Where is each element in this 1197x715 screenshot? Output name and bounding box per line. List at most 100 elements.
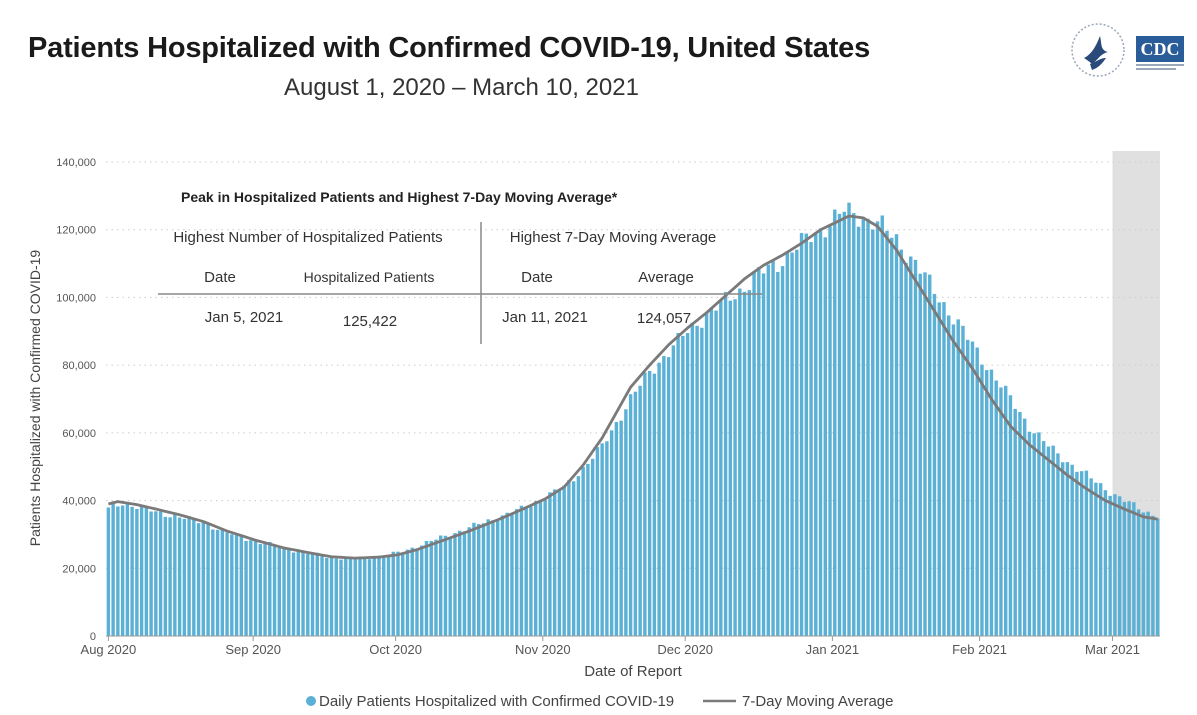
daily-bar [125,503,130,636]
daily-bar [1041,441,1046,636]
daily-bar [415,548,419,636]
daily-bar [1108,495,1112,636]
daily-bar [723,292,728,636]
daily-bar [761,273,766,636]
daily-bar [928,274,932,636]
daily-bar [434,539,438,636]
daily-bar [476,524,481,636]
daily-bar [652,373,657,636]
daily-bar [120,505,125,636]
daily-bar [890,237,894,636]
y-tick-label: 140,000 [56,157,96,169]
legend-bar-label: Daily Patients Hospitalized with Confirm… [319,693,674,710]
y-tick-labels: 0 20,000 40,000 60,000 80,000 100,000 120,000 1… [56,157,96,643]
daily-bar [533,501,538,636]
page-subtitle: August 1, 2020 – March 10, 2021 [284,74,639,101]
daily-bar [439,535,443,636]
daily-bar [586,463,590,636]
daily-bar [420,545,424,636]
daily-bar [581,466,585,636]
daily-bar [880,215,884,636]
daily-bar [1132,502,1136,636]
daily-bar [1065,462,1070,636]
daily-bar [638,385,642,636]
daily-bar [301,551,305,636]
daily-bar [163,516,168,636]
annotation-peak-value: 125,422 [343,313,397,330]
logos: CDC [1071,23,1184,77]
daily-bar [700,327,704,636]
daily-bar [386,555,391,636]
bar-layer [106,202,1160,637]
daily-bar [244,540,248,636]
moving-average-line [108,214,1158,560]
daily-bar [1022,418,1027,636]
daily-bar [1046,446,1051,636]
daily-bar [1013,408,1017,636]
daily-bar [268,541,272,636]
daily-bar [951,324,956,636]
daily-bar [562,485,566,636]
daily-bar [391,551,395,636]
daily-bar [287,549,291,636]
daily-bar [904,262,908,636]
daily-bar [448,537,452,636]
daily-bar [714,310,718,636]
daily-bar [382,556,386,636]
daily-bar [852,213,856,637]
y-tick-label: 40,000 [62,496,96,508]
daily-bar [306,553,310,636]
y-tick-label: 0 [90,631,96,643]
daily-bar [215,529,220,636]
daily-bar [548,492,552,636]
daily-bar [875,221,880,636]
daily-bar [372,558,376,636]
daily-bar [695,325,699,636]
daily-bar [828,226,832,636]
daily-bar [643,372,647,636]
daily-bar [424,540,429,636]
daily-bar [168,517,172,636]
daily-bar [552,489,557,636]
daily-bar [885,230,889,637]
daily-bar [1098,483,1103,636]
daily-bar [211,529,215,636]
daily-bar [1151,515,1155,636]
daily-bar [116,506,120,636]
daily-bar [310,553,315,636]
daily-bar [932,293,937,636]
daily-bar [984,370,989,636]
daily-bar [624,409,628,636]
daily-bar [676,332,680,636]
daily-bar [923,272,927,636]
daily-bar [975,347,979,636]
daily-bar [514,509,519,636]
daily-bar [571,481,576,636]
daily-bar [481,523,486,636]
daily-bar [966,339,970,636]
daily-bar [1146,511,1150,636]
daily-bar [272,545,277,636]
daily-bar [410,547,414,636]
daily-bar [263,543,267,636]
annotation-col-date: Date [204,269,236,286]
daily-bar [747,290,752,636]
daily-bar [1136,509,1141,636]
legend-bar-swatch [306,696,316,706]
daily-bar [999,387,1003,636]
daily-bar [738,288,742,636]
daily-bar [1113,494,1117,636]
daily-bar [766,264,771,636]
daily-bar [543,500,547,636]
daily-bar [757,267,761,636]
daily-bar [1155,518,1160,636]
daily-bar [989,369,994,636]
legend-line-label: 7-Day Moving Average [742,693,893,710]
x-tick-labels: Aug 2020 Sep 2020 Oct 2020 Nov 2020 Dec 2020… [81,636,1140,657]
daily-bar [871,229,875,636]
daily-bar [719,299,723,636]
daily-bar [353,559,357,636]
daily-bar [752,272,756,636]
daily-bar [814,232,818,636]
page-title: Patients Hospitalized with Confirmed COV… [28,32,871,64]
